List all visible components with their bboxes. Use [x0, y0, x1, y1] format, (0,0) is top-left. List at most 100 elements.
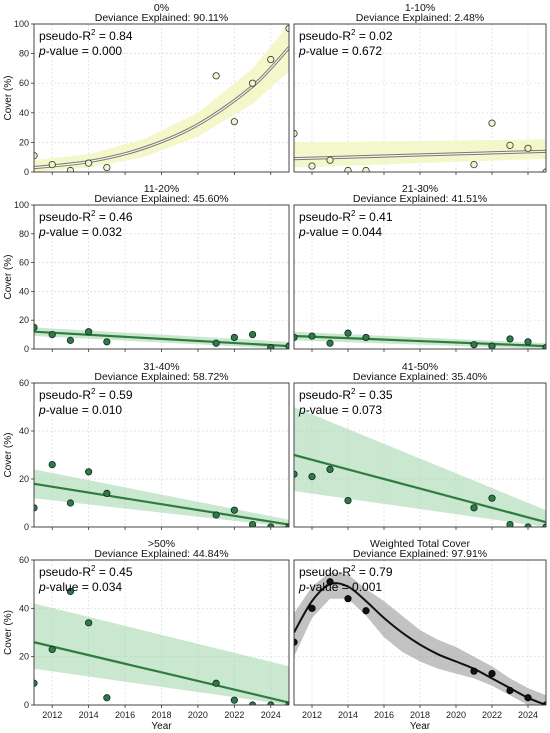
data-point [267, 55, 275, 64]
panel-3: 0 20 40 60 80 100 11-20%Deviance Explained: 45… [3, 183, 290, 354]
panel-8: 2012 2014 2016 2018 2020 2022 2024 Weighted Tot… [293, 538, 547, 732]
data-point [48, 460, 56, 469]
panel-7: 0 20 40 60 2012 2014 2016 2018 2020 2022 2024 >50%D… [3, 538, 290, 732]
panel-subtitle: Deviance Explained: 58.72% [94, 371, 228, 383]
y-tick-label: 60 [19, 258, 29, 268]
data-point [66, 166, 75, 172]
data-point [230, 696, 238, 704]
data-point [506, 335, 514, 343]
panel-title: >50% [148, 538, 175, 550]
y-tick-label: 100 [14, 19, 29, 29]
y-axis-label: Cover (%) [3, 610, 14, 655]
y-axis-label: Cover (%) [3, 432, 14, 477]
y-tick-label: 20 [19, 474, 29, 484]
p-value-text: p-value = 0.001 [298, 580, 382, 594]
data-point [212, 72, 220, 80]
data-point [103, 489, 111, 497]
p-value-text: p-value = 0.000 [38, 44, 122, 58]
panel-subtitle: Deviance Explained: 97.91% [353, 548, 487, 560]
data-point [212, 511, 220, 519]
y-axis-label: Cover (%) [3, 254, 14, 299]
data-point [248, 79, 257, 87]
plot-area [34, 587, 289, 705]
data-point [326, 339, 334, 347]
plot-area [34, 323, 289, 349]
p-value-text: p-value = 0.044 [298, 225, 382, 239]
x-tick-label: 2014 [338, 710, 358, 720]
y-tick-label: 40 [19, 426, 29, 436]
data-point [85, 159, 93, 167]
x-tick-label: 2022 [224, 710, 244, 720]
data-point [230, 506, 238, 514]
panel-5: 0 20 40 60 31-40%Deviance Explained: 58.72% p… [3, 361, 290, 532]
panel-title: 21-30% [402, 183, 438, 195]
data-point [267, 343, 275, 349]
pseudo-r2-text: pseudo-R2 = 0.59 [39, 387, 133, 402]
data-point [103, 338, 111, 346]
x-tick-label: 2016 [115, 710, 135, 720]
data-point [294, 470, 298, 478]
p-value-text: p-value = 0.032 [38, 225, 122, 239]
data-point [470, 161, 478, 169]
x-tick-label: 2024 [518, 710, 538, 720]
panel-subtitle: Deviance Explained: 41.51% [353, 193, 487, 205]
y-tick-label: 0 [24, 167, 29, 177]
x-tick-label: 2020 [188, 710, 208, 720]
data-point [85, 619, 93, 627]
data-point [230, 333, 238, 342]
data-point [524, 338, 532, 346]
y-axis-label: Cover (%) [3, 75, 14, 120]
data-point [344, 496, 352, 505]
x-tick-label: 2024 [261, 710, 281, 720]
pseudo-r2-text: pseudo-R2 = 0.35 [299, 387, 393, 402]
y-tick-label: 0 [24, 522, 29, 532]
data-point [248, 521, 257, 527]
pseudo-r2-text: pseudo-R2 = 0.46 [39, 209, 133, 224]
data-point [212, 679, 220, 687]
panel-title: 0% [154, 2, 169, 14]
data-point [294, 129, 298, 138]
y-tick-label: 60 [19, 555, 29, 565]
confidence-band [294, 407, 546, 527]
y-tick-label: 20 [19, 652, 29, 662]
fit-line [34, 330, 289, 348]
data-point [308, 472, 316, 481]
panel-subtitle: Deviance Explained: 35.40% [353, 371, 487, 383]
y-tick-label: 60 [19, 378, 29, 388]
data-point [524, 694, 532, 702]
panel-subtitle: Deviance Explained: 90.11% [95, 12, 228, 24]
data-point [326, 465, 334, 473]
fit-line [34, 641, 289, 704]
data-point [470, 504, 478, 512]
x-tick-label: 2018 [151, 710, 171, 720]
pseudo-r2-text: pseudo-R2 = 0.41 [299, 209, 393, 224]
p-value-text: p-value = 0.672 [298, 44, 382, 58]
data-point [34, 504, 38, 512]
data-point [344, 329, 352, 337]
data-point [248, 330, 257, 339]
panel-title: 11-20% [144, 183, 179, 195]
plot-area [294, 572, 546, 705]
data-point [524, 144, 532, 152]
data-point [308, 162, 316, 170]
confidence-band [34, 469, 289, 527]
x-tick-label: 2012 [302, 710, 322, 720]
pseudo-r2-text: pseudo-R2 = 0.02 [299, 28, 393, 43]
data-point [66, 336, 75, 344]
panel-subtitle: Deviance Explained: 2.48% [356, 12, 484, 24]
y-tick-label: 80 [19, 229, 29, 239]
fit-line [34, 482, 289, 526]
y-tick-label: 20 [19, 315, 29, 325]
data-point [362, 166, 370, 172]
plot-area [34, 24, 289, 172]
data-point [506, 141, 514, 149]
data-point [308, 332, 316, 340]
data-point [470, 667, 478, 675]
data-point [506, 686, 514, 695]
x-tick-label: 2016 [374, 710, 394, 720]
x-tick-label: 2020 [446, 710, 466, 720]
data-point [48, 330, 56, 339]
panel-subtitle: Deviance Explained: 45.60% [94, 193, 228, 205]
data-point [66, 499, 75, 507]
